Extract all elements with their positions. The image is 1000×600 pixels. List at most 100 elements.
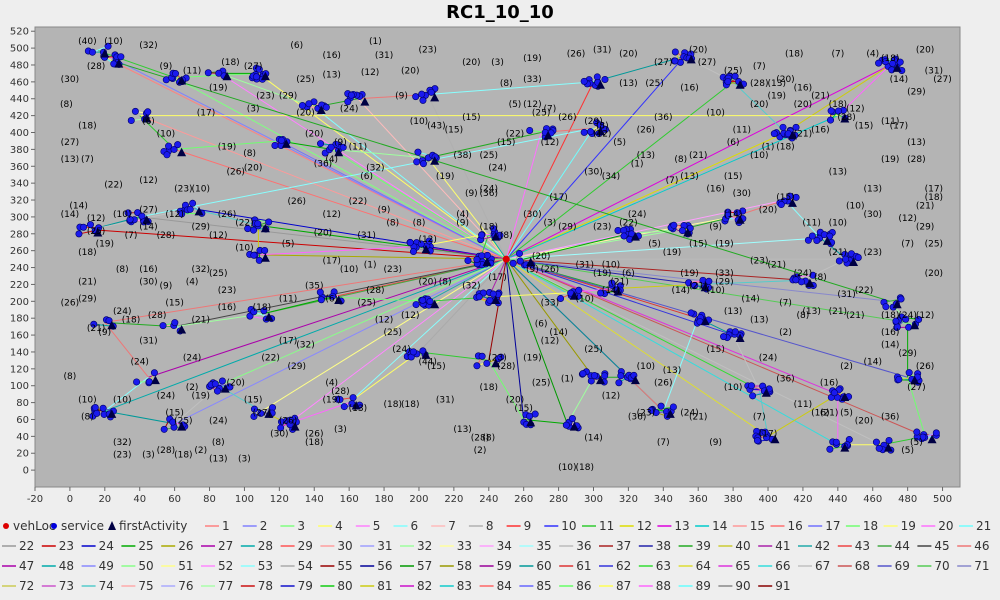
first-activity-marker xyxy=(142,215,152,224)
legend-label: 60 xyxy=(536,559,551,573)
point-label: (27) xyxy=(933,75,951,85)
point-label: (18) xyxy=(305,438,323,448)
legend-label: 56 xyxy=(377,559,392,573)
service-point xyxy=(687,309,695,317)
route-line-segment xyxy=(104,376,149,412)
chart-title: RC1_10_10 xyxy=(446,2,554,23)
first-activity-marker xyxy=(264,312,274,321)
point-label: (18) xyxy=(881,311,899,321)
point-label: (7) xyxy=(779,299,792,309)
route-line-depot xyxy=(104,258,507,412)
first-activity-marker xyxy=(177,325,187,334)
service-point xyxy=(165,142,173,150)
point-label: (28) xyxy=(497,362,515,372)
point-label: (5) xyxy=(509,100,522,110)
y-tick-label: 440 xyxy=(10,94,29,105)
first-activity-marker xyxy=(482,257,492,266)
legend-label: 86 xyxy=(576,579,591,593)
first-activity-marker xyxy=(177,147,187,157)
point-label: (12) xyxy=(209,231,227,241)
legend-label: 16 xyxy=(788,519,803,533)
point-label: (19) xyxy=(96,239,114,249)
service-point xyxy=(160,425,168,433)
route-line-depot xyxy=(331,148,507,260)
legend-label: 31 xyxy=(377,539,392,553)
route-line-segment xyxy=(907,377,926,437)
point-label: (16) xyxy=(680,83,698,93)
point-label: (15) xyxy=(462,113,480,123)
service-point xyxy=(417,240,425,248)
point-label: (7) xyxy=(657,438,670,448)
point-label: (14) xyxy=(584,434,602,444)
service-point xyxy=(322,103,330,111)
legend-label: 89 xyxy=(696,579,711,593)
first-activity-marker xyxy=(421,350,431,359)
service-point xyxy=(905,323,913,331)
legend-label: 7 xyxy=(448,519,456,533)
first-activity-marker xyxy=(491,232,501,241)
service-point xyxy=(214,387,222,395)
point-label: (13) xyxy=(61,155,79,165)
service-point xyxy=(174,141,182,149)
point-label: (12) xyxy=(602,391,620,401)
first-activity-marker xyxy=(334,295,344,304)
route-line-segment xyxy=(758,389,769,437)
point-label: (30) xyxy=(270,429,288,439)
point-label: (22) xyxy=(104,180,122,190)
first-activity-marker xyxy=(569,422,579,431)
first-activity-marker xyxy=(430,299,440,309)
point-label: (15) xyxy=(689,239,707,249)
point-label: (12) xyxy=(523,100,541,110)
service-point xyxy=(832,438,840,446)
point-label: (16) xyxy=(820,379,838,389)
service-point xyxy=(169,418,177,426)
x-tick-label: 0 xyxy=(67,494,73,505)
service-point xyxy=(316,288,324,296)
x-tick-label: 440 xyxy=(828,494,847,505)
point-label: (1) xyxy=(369,37,382,47)
legend-label: 46 xyxy=(974,539,989,553)
point-label: (27) xyxy=(253,408,271,418)
first-activity-marker xyxy=(595,126,605,136)
service-point xyxy=(305,100,313,108)
service-point xyxy=(426,297,434,305)
service-point xyxy=(133,378,141,386)
first-activity-marker xyxy=(93,227,103,237)
x-tick-label: 380 xyxy=(724,494,743,505)
service-point xyxy=(608,279,616,287)
point-label: (1) xyxy=(762,142,775,152)
point-label: (20) xyxy=(226,379,244,389)
point-label: (25) xyxy=(925,239,943,249)
point-label: (19) xyxy=(663,248,681,258)
point-label: (31) xyxy=(576,261,594,271)
service-point xyxy=(336,396,344,404)
route-line-segment xyxy=(662,318,699,412)
point-label: (32) xyxy=(366,163,384,173)
point-label: (17) xyxy=(549,193,567,203)
point-label: (36) xyxy=(881,412,899,422)
point-label: (4) xyxy=(325,379,338,389)
legend-label: vehLoc xyxy=(13,519,56,533)
x-tick-label: 200 xyxy=(409,494,428,505)
point-label: (26) xyxy=(279,417,297,427)
point-label: (5) xyxy=(840,408,853,418)
first-activity-marker xyxy=(735,80,745,89)
point-label: (25) xyxy=(384,328,402,338)
service-point xyxy=(327,143,335,151)
point-label: (8) xyxy=(500,79,513,89)
point-label: (25) xyxy=(480,151,498,161)
point-label: (20) xyxy=(305,130,323,140)
service-point xyxy=(669,403,677,411)
legend-label: 68 xyxy=(855,559,870,573)
point-label: (5) xyxy=(648,239,661,249)
service-point xyxy=(246,312,254,320)
service-point xyxy=(409,248,417,256)
y-axis: 0 20 40 60 80 100 120 140 160 180 200 220 240 260 280 3… xyxy=(10,27,35,477)
point-label: (26) xyxy=(567,50,585,60)
route-line-depot xyxy=(505,56,685,260)
x-tick-label: 300 xyxy=(584,494,603,505)
service-point xyxy=(412,93,420,101)
service-point xyxy=(79,223,87,231)
point-label: (9) xyxy=(378,206,391,216)
route-line-depot xyxy=(427,157,507,260)
